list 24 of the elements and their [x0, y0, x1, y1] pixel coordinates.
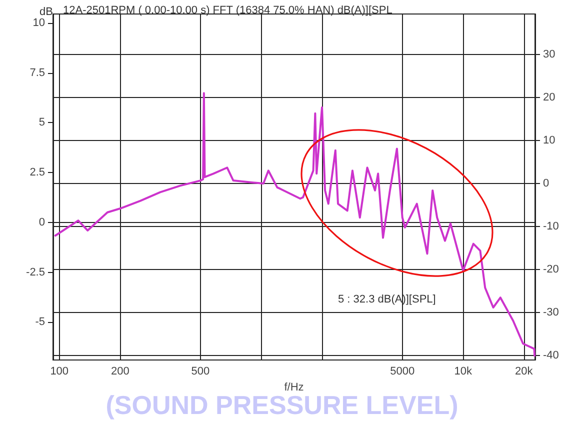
y-tick-label: 2.5: [30, 166, 45, 179]
y2-tick-label: -20: [543, 264, 559, 276]
x-tick-label: 5000: [390, 366, 415, 378]
y2-tick-label: -40: [543, 350, 559, 362]
x-axis-title: f/Hz: [284, 381, 304, 394]
y-tick-label: 10: [32, 16, 45, 29]
x-tick-label: 10k: [454, 366, 472, 378]
x-tick-label: 500: [191, 366, 210, 378]
x-tick-label: 200: [110, 366, 130, 378]
y-tick-label: 0: [38, 216, 45, 228]
y2-tick-label: 0: [543, 178, 550, 190]
y-axis-title: dB: [40, 6, 53, 18]
y-tick-label: 7.5: [30, 66, 45, 79]
y-tick-label: 5: [38, 116, 45, 129]
y2-tick-label: 30: [543, 48, 556, 60]
y2-tick-label: 10: [543, 134, 556, 147]
y-tick-label: -5: [35, 316, 45, 328]
x-tick-label: 100: [50, 366, 69, 378]
y2-tick-label: 20: [543, 91, 556, 104]
x-tick-label: 20k: [515, 366, 534, 378]
y2-tick-label: -10: [543, 220, 559, 233]
y2-tick-label: -30: [543, 306, 559, 319]
chart-title: 12A-2501RPM ( 0.00-10.00 s) FFT (16384 75.0% HAN) dB(A)][SPL: [63, 4, 392, 16]
y-tick-label: -2.5: [26, 266, 45, 278]
